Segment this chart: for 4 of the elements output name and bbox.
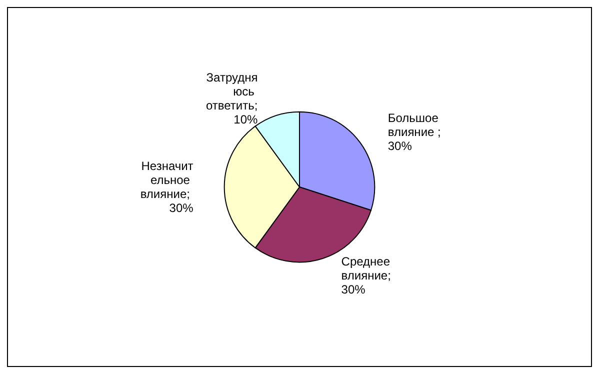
slice-label: Большое влияние ; 30% bbox=[388, 111, 444, 154]
slice-label: Затрудняюсь ответить; 10% bbox=[206, 70, 258, 126]
slice-label: Незначительное влияние; 30% bbox=[140, 159, 194, 215]
slice-label: Среднее влияние; 30% bbox=[341, 254, 394, 297]
